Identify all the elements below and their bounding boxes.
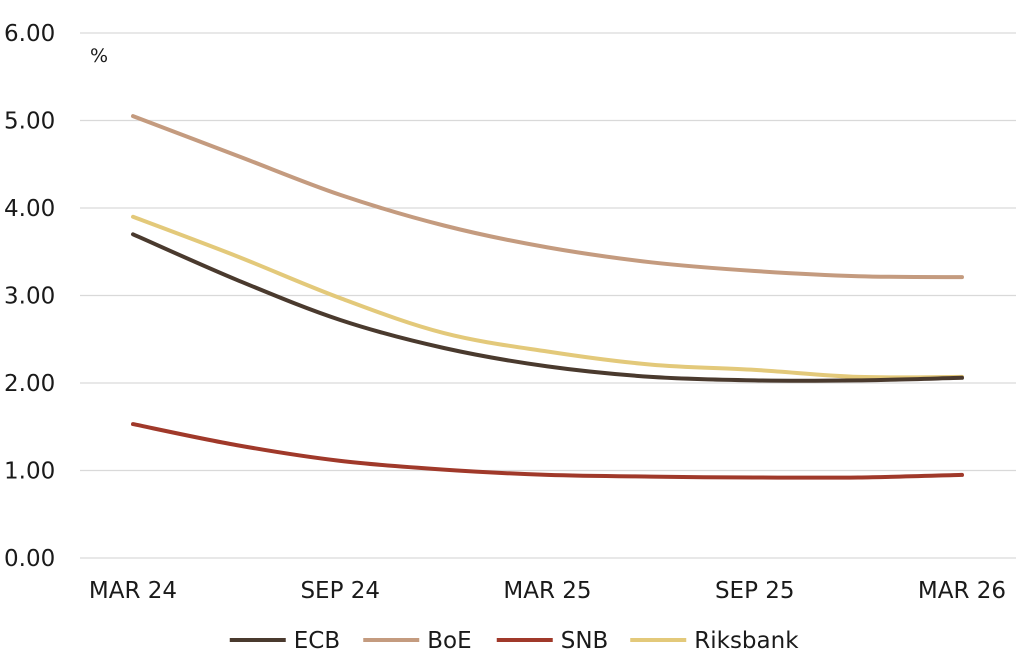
legend-label: ECB (294, 628, 340, 654)
y-axis: 0.00 1.00 2.00 3.00 4.00 5.00 6.00 (4, 21, 55, 572)
series-line-boe (131, 114, 964, 280)
gridlines (80, 32, 1016, 559)
series-lines (131, 114, 964, 480)
legend-item-riksbank: Riksbank (630, 628, 799, 654)
x-tick-label: MAR 24 (89, 578, 177, 604)
y-tick-label: 6.00 (4, 21, 55, 47)
series-line-riksbank (131, 214, 964, 380)
legend-label: SNB (561, 628, 609, 654)
x-tick-label: SEP 24 (300, 578, 380, 604)
y-tick-label: 1.00 (4, 459, 55, 485)
y-tick-label: 0.00 (4, 546, 55, 572)
y-tick-label: 2.00 (4, 371, 55, 397)
x-tick-label: SEP 25 (715, 578, 795, 604)
legend-item-ecb: ECB (229, 628, 340, 654)
legend-label: BoE (427, 628, 471, 654)
legend-label: Riksbank (694, 628, 799, 654)
legend-item-snb: SNB (496, 628, 609, 654)
x-tick-label: MAR 25 (503, 578, 591, 604)
y-tick-label: 4.00 (4, 196, 55, 222)
y-axis-unit-label: % (90, 45, 108, 67)
legend-item-boe: BoE (363, 628, 472, 654)
y-tick-label: 3.00 (4, 284, 55, 310)
series-line-snb (131, 422, 964, 480)
y-tick-label: 5.00 (4, 109, 55, 135)
x-axis: MAR 24 SEP 24 MAR 25 SEP 25 MAR 26 (89, 578, 1006, 604)
legend: ECB BoE SNB Riksbank (229, 628, 799, 654)
x-tick-label: MAR 26 (918, 578, 1006, 604)
series-line-ecb (131, 232, 964, 383)
